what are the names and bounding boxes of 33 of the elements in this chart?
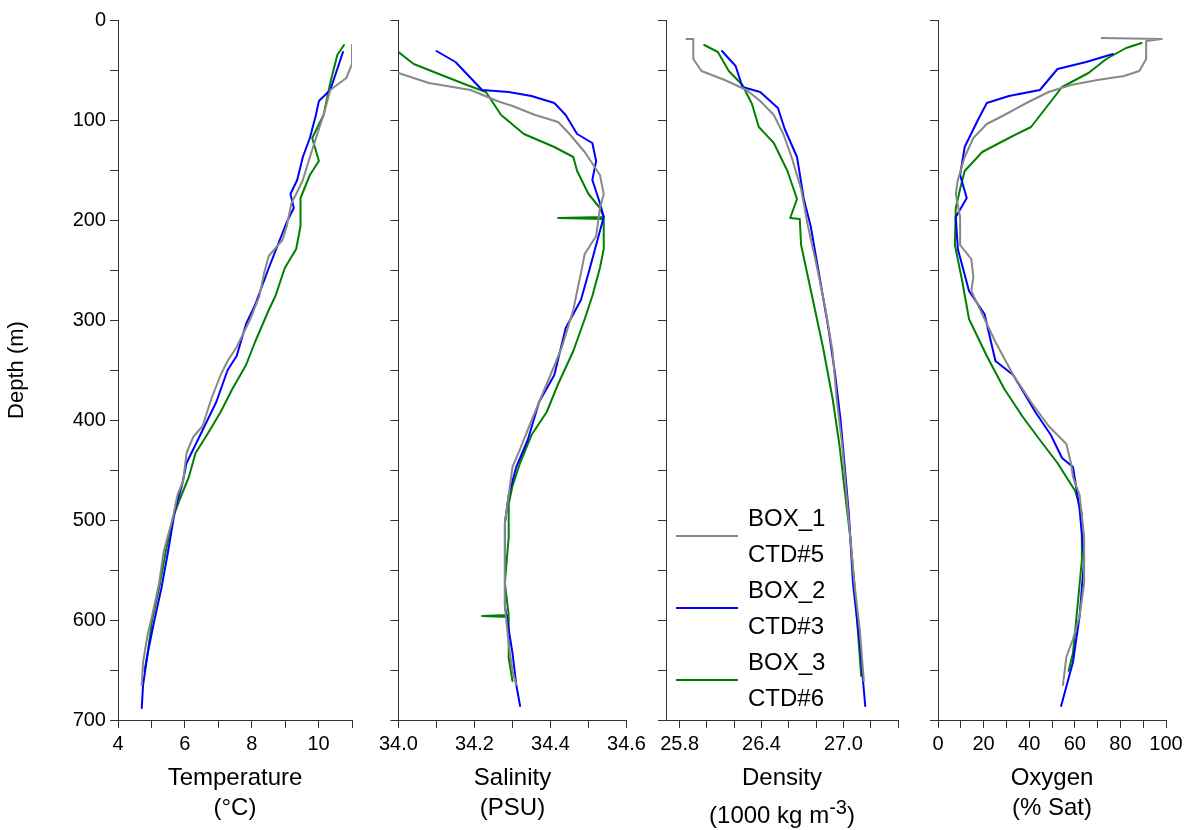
legend-label: BOX_3 CTD#6 <box>748 647 826 713</box>
x-tick-label: 60 <box>1063 731 1086 754</box>
x-axis-title: Oxygen (% Sat) <box>1009 762 1095 822</box>
x-tick-label: 0 <box>932 731 944 754</box>
x-tick-label: 34.6 <box>607 731 647 754</box>
y-tick-label: 600 <box>72 607 106 630</box>
x-tick-label: 27.0 <box>823 731 863 754</box>
x-tick-label: 34.0 <box>378 731 418 754</box>
x-tick-label: 4 <box>112 731 124 754</box>
x-tick-label: 26.4 <box>742 731 781 754</box>
y-tick-label: 300 <box>72 307 106 330</box>
x-tick-label: 40 <box>1018 731 1041 754</box>
y-tick-label: 700 <box>72 707 106 730</box>
x-tick-label: 6 <box>179 731 191 754</box>
x-tick-label: 8 <box>246 731 258 754</box>
x-tick-label: 34.4 <box>531 731 570 754</box>
x-tick-label: 34.2 <box>455 731 494 754</box>
x-axis-title: Density (1000 kg m$^{-3}$) <box>708 762 856 830</box>
y-tick-label: 400 <box>72 407 106 430</box>
x-tick-label: 20 <box>972 731 995 754</box>
x-axis-title: Salinity (PSU) <box>472 762 553 822</box>
y-axis-title: Depth (m) <box>3 321 29 419</box>
legend-label: BOX_1 CTD#5 <box>748 503 826 569</box>
x-tick-label: 100 <box>1149 731 1183 754</box>
y-tick-label: 500 <box>72 507 106 530</box>
x-tick-label: 10 <box>307 731 330 754</box>
x-tick-label: 80 <box>1109 731 1132 754</box>
x-tick-label: 25.8 <box>660 731 700 754</box>
y-tick-label: 100 <box>72 107 106 130</box>
x-axis-title: Temperature (°C) <box>166 762 304 822</box>
y-tick-label: 200 <box>72 207 106 230</box>
legend-label: BOX_2 CTD#3 <box>748 575 826 641</box>
y-tick-label: 0 <box>94 7 106 30</box>
